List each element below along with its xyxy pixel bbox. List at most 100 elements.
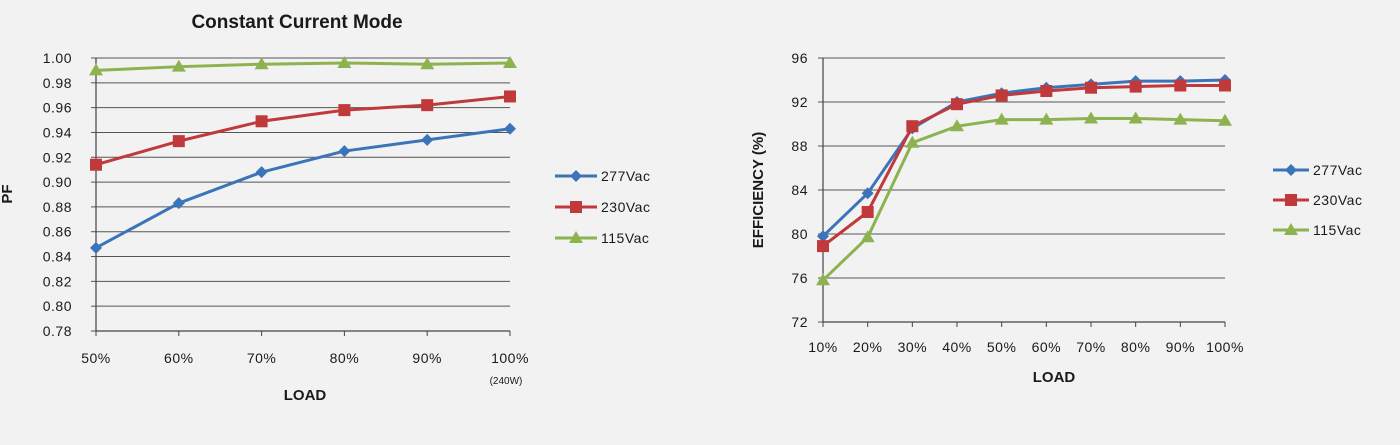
legend-marker <box>569 231 583 243</box>
data-point <box>172 197 185 210</box>
series-line <box>821 117 1226 282</box>
legend-marker <box>570 170 582 182</box>
data-point <box>1084 111 1098 124</box>
series-line <box>822 84 1225 248</box>
y-tick-label: 80 <box>791 226 808 242</box>
x-tick-label: 100% <box>1206 339 1244 355</box>
x-axis-label: LOAD <box>284 387 327 404</box>
data-point <box>337 55 352 68</box>
y-tick-label: 0.82 <box>43 273 72 289</box>
x-tick-label: 90% <box>412 350 442 366</box>
series-115Vac <box>89 55 517 76</box>
data-point <box>817 240 829 253</box>
legend-label: 115Vac <box>1313 222 1361 238</box>
data-point <box>1128 111 1143 124</box>
y-tick-label: 0.86 <box>43 224 72 240</box>
series-line <box>95 94 511 167</box>
x-tick-label: 30% <box>898 339 928 355</box>
legend-label: 230Vac <box>601 199 650 215</box>
data-point <box>1039 112 1054 125</box>
x-tick-label: 10% <box>808 339 838 355</box>
data-point <box>420 57 435 70</box>
series-line <box>95 127 511 250</box>
data-point <box>817 230 829 243</box>
y-tick-label: 0.96 <box>43 100 72 116</box>
data-point <box>1218 113 1232 126</box>
efficiency-chart: 72 76 80 84 88 92 96 10% 20% 30% 40% 50% 60% 70% 80% 90… <box>750 50 1362 386</box>
legend: 277Vac 230Vac 115Vac <box>1273 162 1362 238</box>
series-230Vac <box>90 90 516 171</box>
y-tick-label: 88 <box>791 138 808 154</box>
y-tick-label: 0.78 <box>43 323 72 339</box>
pf-chart: Constant Current Mode 0.78 0.80 0.82 0.84 0.8… <box>0 12 650 404</box>
data-point <box>1040 85 1053 97</box>
data-point <box>504 122 516 135</box>
data-point <box>860 230 875 243</box>
y-axis-label: PF <box>0 184 16 203</box>
x-tick-label: 60% <box>164 350 194 366</box>
x-tick-label: 80% <box>330 350 360 366</box>
x-tick-label: 70% <box>1076 339 1106 355</box>
x-axis-label: LOAD <box>1033 369 1076 386</box>
data-point <box>861 187 874 200</box>
legend-marker <box>1284 223 1298 235</box>
data-point <box>905 135 920 148</box>
y-tick-label: 92 <box>791 94 808 110</box>
series-277Vac <box>817 74 1231 243</box>
y-tick-label: 0.94 <box>43 124 72 140</box>
series-115Vac <box>816 111 1232 286</box>
series-277Vac <box>90 122 516 254</box>
y-axis-label: EFFICIENCY (%) <box>750 132 767 248</box>
y-tick-label: 96 <box>791 50 808 66</box>
data-point <box>995 89 1008 102</box>
data-point <box>1174 79 1187 92</box>
x-tick-label: 40% <box>942 339 972 355</box>
x-tick-label: 100% <box>491 350 529 366</box>
data-point <box>338 145 351 158</box>
legend-label: 277Vac <box>1313 162 1362 178</box>
data-point <box>950 119 964 132</box>
legend: 277Vac 230Vac 115Vac <box>555 168 650 246</box>
data-point <box>816 273 830 286</box>
data-point <box>171 59 186 72</box>
legend-marker <box>1285 164 1297 176</box>
x-tick-label: 70% <box>247 350 277 366</box>
data-point <box>255 166 268 179</box>
data-point <box>172 135 185 148</box>
y-tick-label: 76 <box>791 270 808 286</box>
x-tick-label: 80% <box>1121 339 1151 355</box>
data-point <box>1173 112 1188 125</box>
y-tick-label: 1.00 <box>43 50 72 66</box>
data-point <box>421 99 434 112</box>
data-point <box>503 55 517 68</box>
x-tick-label: 90% <box>1166 339 1196 355</box>
data-point <box>1219 79 1231 92</box>
data-point <box>89 63 103 76</box>
x-tick-label: 20% <box>853 339 883 355</box>
chart-title: Constant Current Mode <box>191 12 402 33</box>
series-line <box>821 78 1226 238</box>
data-point <box>504 90 516 103</box>
data-point <box>338 104 351 117</box>
x-tick-note: (240W) <box>490 376 523 387</box>
y-tick-label: 84 <box>791 182 808 198</box>
data-point <box>994 112 1009 125</box>
legend-label: 230Vac <box>1313 192 1362 208</box>
y-tick-label: 0.92 <box>43 149 72 165</box>
series-line <box>95 61 511 72</box>
y-tick-label: 0.80 <box>43 298 72 314</box>
y-tick-label: 72 <box>791 314 808 330</box>
data-point <box>90 241 102 254</box>
data-point <box>861 206 874 218</box>
data-point <box>90 158 102 171</box>
data-point <box>951 98 963 111</box>
data-point <box>255 115 268 128</box>
y-tick-label: 0.98 <box>43 75 72 91</box>
data-point <box>254 57 269 70</box>
x-tick-label: 60% <box>1032 339 1062 355</box>
data-point <box>421 133 434 146</box>
y-tick-label: 0.90 <box>43 174 72 190</box>
x-tick-label: 50% <box>987 339 1017 355</box>
x-tick-label: 50% <box>81 350 111 366</box>
